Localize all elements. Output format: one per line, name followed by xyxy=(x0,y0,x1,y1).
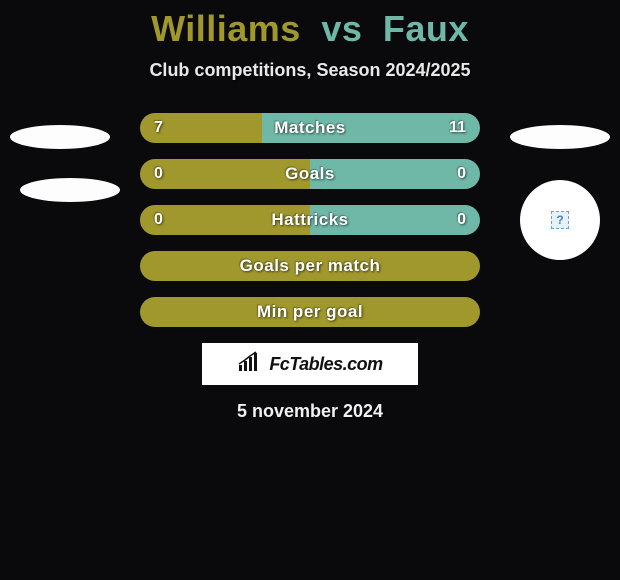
stat-row: Goals per match xyxy=(140,251,480,281)
stat-row: 0Goals0 xyxy=(140,159,480,189)
stat-label: Goals xyxy=(140,159,480,189)
stat-label: Matches xyxy=(140,113,480,143)
stat-label: Hattricks xyxy=(140,205,480,235)
brand-text: FcTables.com xyxy=(269,354,382,375)
page-title: Williams vs Faux xyxy=(0,0,620,50)
stat-label: Min per goal xyxy=(140,297,480,327)
avatar-placeholder-icon: ? xyxy=(551,211,569,229)
title-vs: vs xyxy=(321,8,362,49)
title-player1: Williams xyxy=(151,8,301,49)
stat-row: 0Hattricks0 xyxy=(140,205,480,235)
avatar-right: ? xyxy=(520,180,600,260)
stat-label: Goals per match xyxy=(140,251,480,281)
decor-ellipse-left-2 xyxy=(20,178,120,202)
title-player2: Faux xyxy=(383,8,469,49)
stat-value-right: 11 xyxy=(449,113,466,143)
brand-chart-icon xyxy=(237,351,263,378)
stat-row: 7Matches11 xyxy=(140,113,480,143)
stat-value-right: 0 xyxy=(457,205,466,235)
stat-value-right: 0 xyxy=(457,159,466,189)
decor-ellipse-left-1 xyxy=(10,125,110,149)
stat-row: Min per goal xyxy=(140,297,480,327)
decor-ellipse-right-1 xyxy=(510,125,610,149)
date-text: 5 november 2024 xyxy=(0,401,620,422)
stats-container: 7Matches110Goals00Hattricks0Goals per ma… xyxy=(140,113,480,327)
subtitle: Club competitions, Season 2024/2025 xyxy=(0,60,620,81)
brand-panel: FcTables.com xyxy=(202,343,418,385)
